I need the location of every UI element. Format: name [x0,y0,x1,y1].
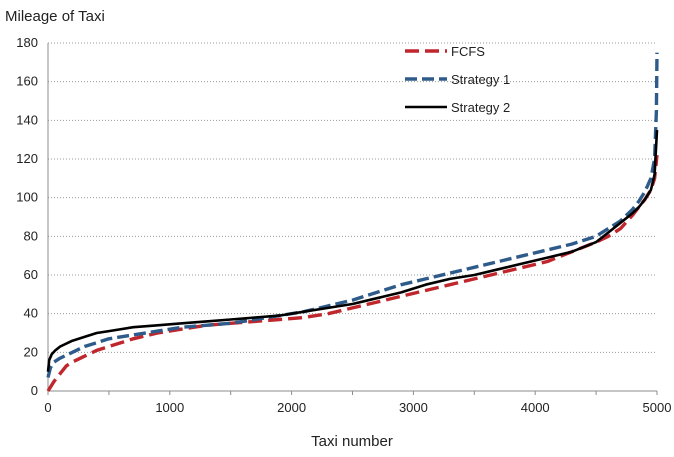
y-tick-label: 80 [24,228,38,243]
y-tick-label: 0 [31,383,38,398]
legend-label: Strategy 2 [451,100,510,115]
y-tick-label: 140 [16,112,38,127]
y-axis-title: Mileage of Taxi [5,8,105,25]
y-tick-label: 120 [16,151,38,166]
x-tick-label: 4000 [521,400,550,415]
series-lines [46,52,659,392]
x-tick-label: 1000 [155,400,184,415]
series-line-strategy-2 [46,129,659,372]
legend: FCFS Strategy 1 Strategy 2 [405,44,510,115]
y-tick-label: 160 [16,74,38,89]
series-line-fcfs [46,154,659,392]
legend-label: Strategy 1 [451,72,510,87]
legend-label: FCFS [451,44,485,59]
x-tick-label: 3000 [399,400,428,415]
x-tick-label: 0 [44,400,51,415]
x-tick-label: 5000 [643,400,672,415]
y-tick-label: 40 [24,306,38,321]
axes [47,43,658,395]
x-tick-label: 2000 [277,400,306,415]
series-line-strategy-1 [46,52,659,378]
y-tick-label: 100 [16,190,38,205]
y-tick-label: 180 [16,35,38,50]
y-tick-label: 20 [24,344,38,359]
x-axis-title: Taxi number [311,433,393,450]
tick-labels: 0 20 40 60 80 100 120 140 160 180 0 1000 2000 3000 400… [16,35,671,415]
y-tick-label: 60 [24,267,38,282]
gridlines [48,42,657,353]
